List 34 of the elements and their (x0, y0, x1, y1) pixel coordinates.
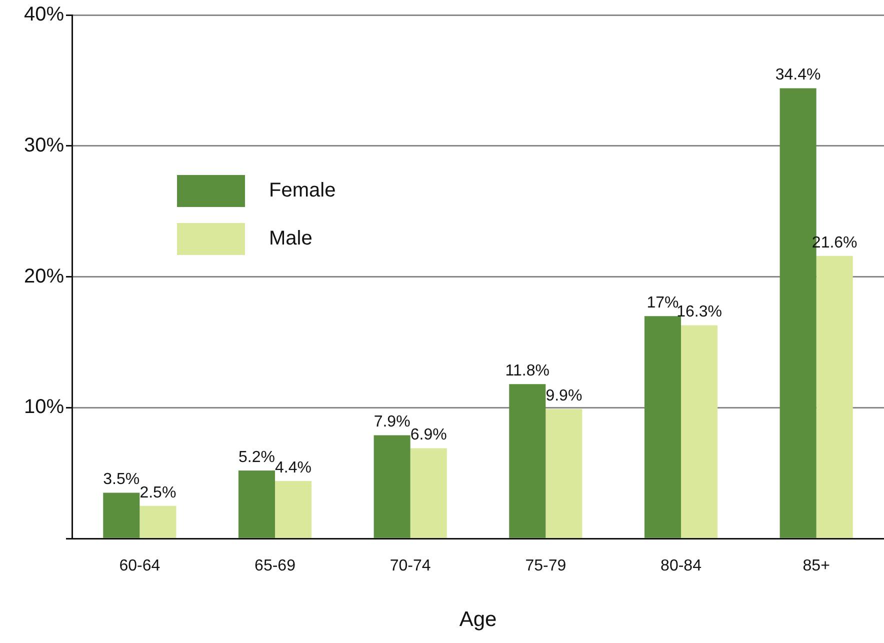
data-label: 4.4% (275, 459, 312, 476)
bar (644, 316, 681, 538)
y-tick-label: 20% (24, 265, 64, 288)
data-label: 5.2% (238, 448, 275, 466)
bar (238, 470, 275, 538)
data-label: 2.5% (140, 484, 176, 502)
data-label: 3.5% (103, 471, 140, 488)
x-tick-label: 85+ (802, 558, 830, 575)
bar (103, 492, 140, 538)
data-label: 17% (646, 294, 679, 312)
bar (140, 506, 176, 538)
x-tick-label: 75-79 (525, 558, 566, 575)
bar (816, 256, 853, 538)
data-label: 11.8% (505, 362, 550, 380)
x-axis-title: Age (459, 608, 497, 632)
legend-label: Female (269, 180, 336, 202)
data-label: 34.4% (775, 66, 821, 84)
y-tick-label: 30% (24, 134, 64, 156)
x-tick-label: 70-74 (390, 558, 431, 575)
y-tick-label: 10% (24, 396, 64, 418)
x-tick-label: 65-69 (254, 558, 296, 575)
bar (374, 435, 410, 538)
bar (546, 409, 582, 538)
bar (681, 325, 718, 538)
y-tick-label: 40% (24, 4, 64, 26)
bar (275, 481, 312, 538)
legend-label: Male (269, 228, 312, 250)
data-label: 7.9% (374, 414, 410, 431)
bar (509, 384, 546, 538)
data-label: 6.9% (410, 426, 447, 444)
data-label: 9.9% (546, 387, 582, 404)
x-tick-label: 60-64 (119, 558, 160, 575)
bar (410, 448, 447, 538)
x-tick-label: 80-84 (660, 558, 702, 575)
